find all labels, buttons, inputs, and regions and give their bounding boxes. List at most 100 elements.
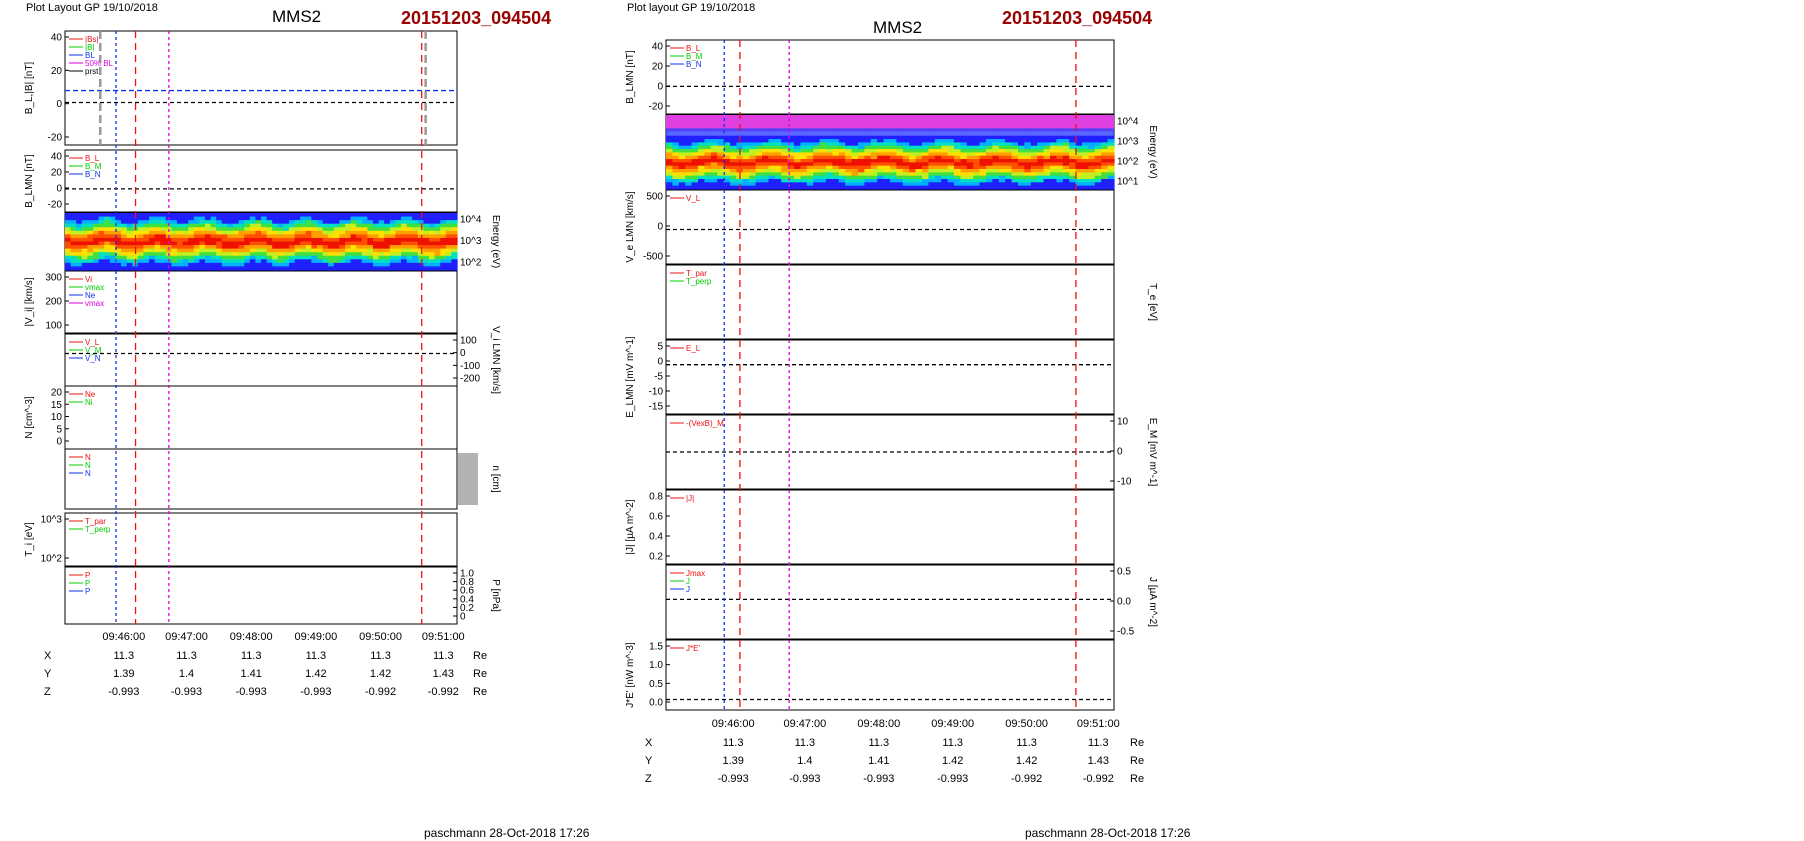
legend-label: T_par (686, 269, 707, 278)
ephemeris-unit: Re (473, 686, 487, 698)
legend-label: Jmax (686, 569, 705, 578)
panel-ylabel: P [nPa] (490, 579, 501, 612)
tick-label: 0 (657, 357, 663, 368)
ephemeris-value: 1.39 (722, 755, 743, 767)
panel-frame (665, 189, 1115, 265)
ephemeris-value: 1.42 (370, 668, 391, 680)
panel-2: 10^4 10^3 10^2 10^1 Energy (eV) (665, 114, 1158, 190)
tick-label: -200 (460, 374, 480, 385)
tick-label: 5 (56, 424, 62, 435)
legend-label: Vi (85, 275, 92, 284)
legend-label: prst (85, 67, 99, 76)
ephemeris-value: 11.3 (1016, 737, 1037, 749)
tick-label: 0 (1117, 447, 1123, 458)
panel-9: 1.00.80.60.40.20 P [nPa] PPP (64, 566, 501, 625)
panel-frame (665, 339, 1115, 415)
tick-label: -500 (643, 252, 663, 263)
panel-ylabel: B_L,|B| [nT] (24, 62, 35, 115)
legend-label: N (85, 469, 91, 478)
ephemeris-value: -0.993 (789, 773, 820, 785)
ephemeris-unit: Re (1130, 773, 1144, 785)
panel-ylabel: Energy (eV) (490, 215, 501, 268)
time-tick-label: 09:48:00 (857, 718, 900, 730)
ephemeris-row-label: Z (44, 686, 51, 698)
legend-label: B_L (686, 44, 701, 53)
left-title: MMS2 (272, 7, 321, 26)
ephemeris-row-label: Y (645, 755, 653, 767)
ephemeris-value: 1.4 (797, 755, 812, 767)
panel-legend: -(VexB)_M (670, 419, 724, 428)
tick-label: 20 (51, 388, 63, 399)
panel-ylabel: E_M [mV m^-1] (1147, 418, 1158, 487)
panel-ylabel: n [cm] (490, 465, 501, 492)
tick-label: 1.0 (460, 569, 474, 580)
panel-ylabel: J [µA m^-2] (1147, 577, 1158, 627)
panel-legend: B_LB_MB_N (670, 44, 703, 69)
time-tick-label: 09:49:00 (931, 718, 974, 730)
tick-label: 0 (56, 99, 62, 110)
tick-label: 20 (51, 168, 63, 179)
tick-label: 1.0 (649, 660, 663, 671)
left-layout-label: Plot Layout GP 19/10/2018 (26, 2, 158, 14)
panel-legend: J*E' (670, 644, 700, 653)
legend-label: vmax (85, 283, 104, 292)
tick-label: 0 (460, 612, 466, 623)
ephemeris-value: -0.993 (171, 686, 202, 698)
right-title: MMS2 (873, 18, 922, 37)
ephemeris-value: 11.3 (370, 650, 391, 662)
legend-label: J (686, 585, 690, 594)
ephemeris-value: -0.992 (1011, 773, 1042, 785)
panel-ylabel: V_e LMN [km/s] (625, 191, 636, 262)
panel-legend: V_L (670, 194, 701, 203)
panel-frame (665, 564, 1115, 640)
tick-label: 0.8 (460, 577, 474, 588)
panel-legend: NNN (69, 453, 91, 478)
legend-label: P (85, 579, 90, 588)
panel-legend: E_L (670, 344, 701, 353)
tick-label: -0.5 (1117, 627, 1135, 638)
panel-ylabel: B_LMN [nT] (24, 154, 35, 208)
panel-legend: B_LB_MB_N (69, 154, 102, 179)
tick-label: 20 (51, 66, 63, 77)
legend-label: B_N (686, 60, 702, 69)
tick-label: 10^1 (1117, 177, 1139, 188)
right-event-id: 20151203_094504 (1002, 8, 1152, 28)
ephemeris-value: 11.3 (306, 650, 327, 662)
panel-frame (64, 512, 458, 567)
tick-label: 0 (460, 348, 466, 359)
panel-legend: |J| (670, 494, 694, 503)
panel-ylabel: |J| [µA m^-2] (625, 499, 636, 554)
legend-label: P (85, 587, 90, 596)
legend-label: E_L (686, 344, 701, 353)
panel-ylabel: |V_i| [km/s] (24, 277, 35, 326)
legend-label: T_perp (85, 525, 111, 534)
tick-label: 0.0 (1117, 597, 1131, 608)
ephemeris-value: 11.3 (795, 737, 816, 749)
time-tick-label: 09:46:00 (102, 631, 145, 643)
tick-label: 0.2 (460, 603, 474, 614)
ephemeris-value: 1.42 (1016, 755, 1037, 767)
legend-label: J (686, 577, 690, 586)
tick-label: 40 (51, 152, 63, 163)
panel-frame (665, 39, 1115, 115)
tick-label: 0 (657, 222, 663, 233)
ephemeris-value: -0.993 (863, 773, 894, 785)
legend-label: vmax (85, 299, 104, 308)
ephemeris-value: 1.39 (113, 668, 134, 680)
tick-label: 0.8 (649, 492, 663, 503)
left-event-id: 20151203_094504 (401, 8, 551, 28)
legend-label: |J| (686, 494, 694, 503)
legend-label: |B| (85, 43, 95, 52)
ephemeris-value: -0.993 (108, 686, 139, 698)
ephemeris-value: 1.42 (305, 668, 326, 680)
panel-legend: V_LV_MV_N (69, 338, 102, 363)
tick-label: 5 (657, 342, 663, 353)
ephemeris-value: 1.41 (240, 668, 261, 680)
time-tick-label: 09:47:00 (783, 718, 826, 730)
panel-7: n [cm] NNN (64, 448, 501, 510)
ephemeris-value: 1.42 (942, 755, 963, 767)
tick-label: 0.0 (649, 698, 663, 709)
ephemeris-value: 11.3 (433, 650, 454, 662)
